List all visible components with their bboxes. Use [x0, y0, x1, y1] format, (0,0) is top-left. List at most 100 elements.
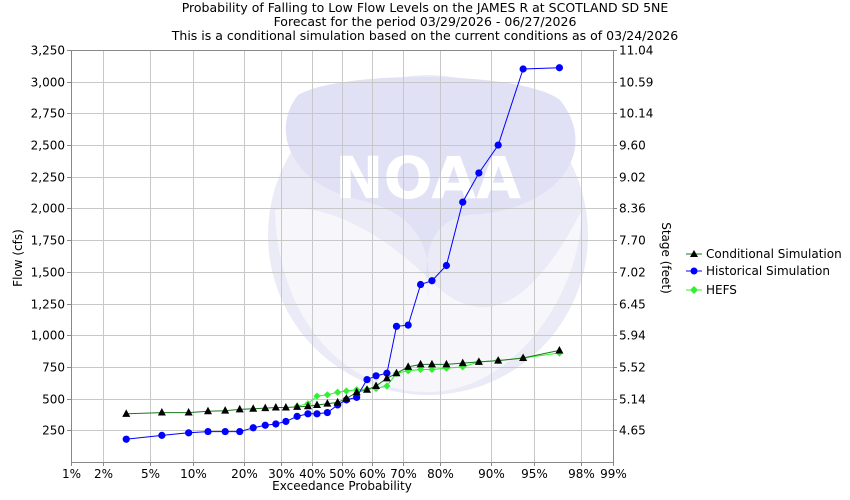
data-point	[363, 376, 371, 384]
legend-historical-label: Historical Simulation	[706, 264, 830, 278]
legend-conditional-label: Conditional Simulation	[706, 247, 842, 261]
data-point	[459, 198, 467, 206]
data-point	[313, 392, 321, 400]
data-point	[313, 410, 321, 418]
data-point	[494, 356, 503, 364]
data-point	[442, 364, 451, 372]
data-point	[221, 406, 230, 414]
data-point	[442, 359, 451, 368]
x-tick-label: 5%	[141, 467, 160, 481]
y-tick-label: 1,250	[31, 298, 65, 312]
y2-tick-label: 5.94	[619, 329, 646, 343]
data-point	[334, 388, 342, 396]
data-point	[203, 406, 212, 415]
y2-tick-label: 10.59	[619, 76, 653, 90]
data-point	[261, 403, 270, 412]
plot-frame	[71, 50, 614, 463]
legend-historical-marker	[690, 267, 698, 275]
data-point	[184, 408, 193, 416]
legend-hefs-marker	[690, 286, 698, 294]
noaa-logo-wave	[275, 208, 582, 392]
y-tick-label: 1,500	[31, 266, 65, 280]
y-tick-label: 3,000	[31, 76, 65, 90]
data-point	[519, 65, 527, 73]
x-tick-label: 95%	[521, 467, 548, 481]
data-point	[353, 393, 361, 401]
x-tick-label: 30%	[268, 467, 295, 481]
data-point	[372, 372, 380, 380]
data-point	[475, 169, 483, 177]
data-point	[404, 362, 413, 370]
data-point	[249, 404, 258, 412]
axes: 1% 2% 5% 10% 20% 30% 40% 50% 60% 70% 80% 90% 95% 98% 9…	[31, 44, 654, 482]
x-tick-label: 40%	[299, 467, 326, 481]
y2-axis-label: Stage (feet)	[659, 222, 673, 294]
data-point	[392, 368, 401, 377]
data-point	[416, 365, 425, 374]
data-point	[185, 429, 193, 437]
series-conditional-simulation	[122, 345, 564, 417]
data-point	[221, 427, 229, 436]
data-point	[282, 417, 290, 426]
data-point	[281, 402, 290, 411]
x-tick-label: 20%	[231, 467, 258, 481]
legend-hefs-label: HEFS	[706, 283, 737, 297]
data-point	[404, 367, 412, 375]
y2-tick-label: 4.65	[619, 424, 646, 438]
x-tick-label: 80%	[427, 467, 454, 481]
data-point	[122, 409, 131, 417]
data-point	[428, 277, 436, 285]
data-point	[416, 359, 425, 368]
legend: Conditional Simulation Historical Simula…	[686, 247, 842, 297]
data-point	[122, 435, 130, 443]
legend-conditional-marker	[690, 250, 698, 257]
y-tick-label: 750	[42, 361, 65, 375]
data-point	[158, 431, 166, 439]
series-layer	[122, 64, 564, 443]
data-point	[383, 382, 391, 390]
y-tick-label: 1,000	[31, 329, 65, 343]
data-point	[494, 141, 502, 149]
y-axis-label: Flow (cfs)	[11, 229, 25, 287]
data-point	[303, 401, 312, 410]
y-tick-label: 2,750	[31, 107, 65, 121]
x-tick-label: 98%	[568, 467, 595, 481]
data-point	[404, 321, 412, 329]
legend-item-historical: Historical Simulation	[686, 264, 830, 278]
data-point	[519, 353, 528, 362]
data-point	[363, 385, 372, 393]
x-tick-label: 90%	[478, 467, 505, 481]
data-point	[392, 322, 401, 330]
y2-tick-label: 8.36	[619, 202, 646, 216]
x-tick-label: 2%	[94, 467, 113, 481]
y-tick-label: 2,500	[31, 139, 65, 153]
x-tick-label: 50%	[329, 467, 356, 481]
data-point	[323, 391, 331, 399]
data-point	[383, 369, 391, 377]
data-point	[352, 387, 361, 396]
data-point	[261, 421, 269, 429]
noaa-logo-gull	[285, 76, 576, 300]
y-tick-label: 2,250	[31, 171, 65, 185]
data-point	[428, 365, 436, 374]
y2-tick-label: 10.14	[619, 107, 653, 121]
data-point	[271, 402, 280, 411]
data-point	[555, 64, 564, 72]
data-point	[427, 359, 436, 368]
chart-title-line-3: This is a conditional simulation based o…	[171, 28, 678, 43]
data-point	[323, 408, 331, 417]
chart-title-line-1: Probability of Falling to Low Flow Level…	[182, 0, 669, 15]
data-point	[312, 400, 321, 408]
y2-tick-label: 5.14	[619, 393, 646, 407]
data-point	[372, 381, 381, 389]
data-point	[249, 424, 257, 432]
data-point	[333, 397, 342, 406]
x-axis-label: Exceedance Probability	[272, 479, 412, 493]
data-point	[458, 358, 467, 367]
data-point	[555, 345, 564, 354]
data-point	[293, 412, 301, 420]
y-tick-label: 500	[42, 393, 65, 407]
x-tick-label: 1%	[62, 467, 81, 481]
y2-tick-label: 6.45	[619, 298, 646, 312]
